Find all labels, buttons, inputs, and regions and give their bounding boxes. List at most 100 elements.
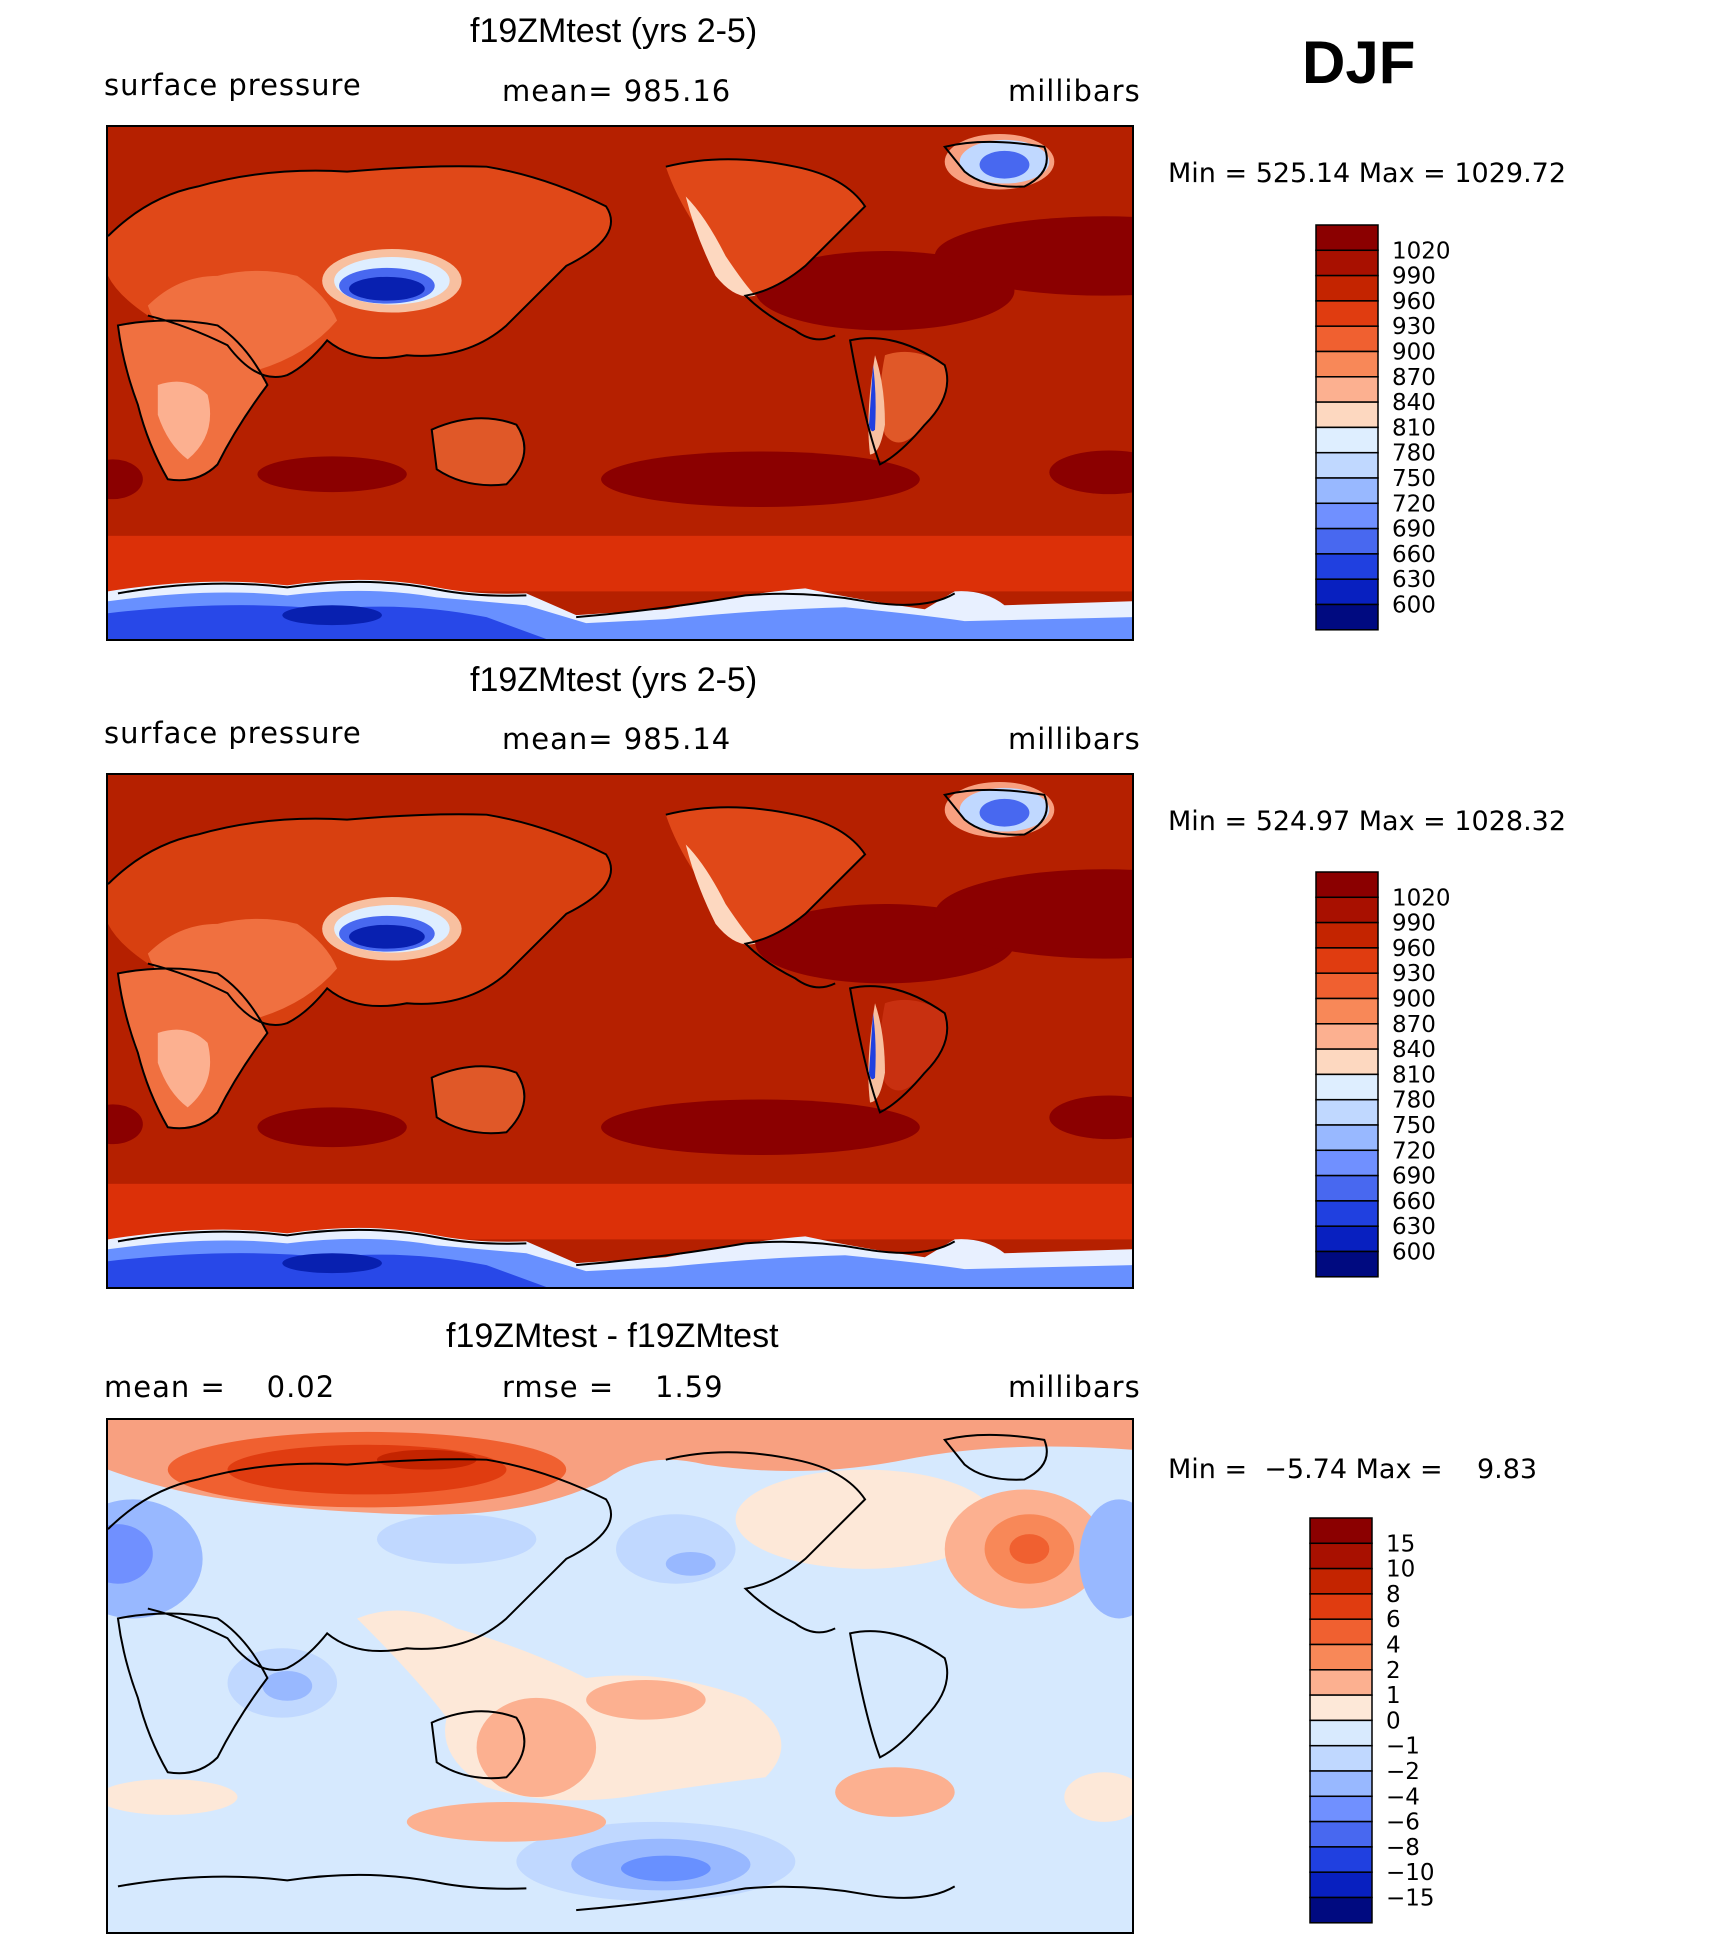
colorbar-swatch	[1315, 1023, 1379, 1050]
colorbar-label: −2	[1386, 1759, 1420, 1785]
colorbar-label: −4	[1386, 1784, 1420, 1810]
colorbar-label: 690	[1392, 1164, 1436, 1190]
colorbar-swatch	[1315, 1250, 1379, 1278]
panel-2-map	[106, 773, 1134, 1289]
colorbar-swatch	[1315, 300, 1379, 327]
colorbar-swatch	[1315, 921, 1379, 949]
colorbar-label: 0	[1386, 1708, 1401, 1734]
colorbar-swatch	[1315, 502, 1379, 530]
panel-1-mean: mean= 985.16	[502, 74, 732, 108]
panel-2-colorbar-svg: 1020990960930900870840810780750720690660…	[1315, 871, 1451, 1278]
colorbar-label: 600	[1392, 593, 1436, 619]
colorbar-label: 8	[1386, 1582, 1401, 1608]
colorbar-label: 870	[1392, 365, 1436, 391]
panel-1-variable: surface pressure	[104, 68, 362, 102]
colorbar-label: 720	[1392, 491, 1436, 517]
panel-2-variable: surface pressure	[104, 716, 362, 750]
colorbar-swatch	[1315, 997, 1379, 1025]
panel-1-colorbar: 1020 990 960 930 900 870 840 810 780 750 720 690 660…	[1315, 224, 1486, 633]
colorbar-label: 990	[1392, 264, 1436, 290]
colorbar-label: 10	[1386, 1557, 1415, 1583]
colorbar-swatch	[1315, 1073, 1379, 1101]
colorbar-swatch	[1315, 1225, 1379, 1253]
colorbar-swatch	[1315, 376, 1379, 403]
colorbar-swatch	[1309, 1719, 1373, 1747]
colorbar-label: 930	[1392, 961, 1436, 987]
colorbar-label: 960	[1392, 936, 1436, 962]
colorbar-swatch	[1315, 603, 1379, 631]
panel-3-minmax: Min = −5.74 Max = 9.83	[1168, 1454, 1538, 1485]
colorbar-swatch	[1309, 1618, 1373, 1646]
colorbar-label: 960	[1392, 289, 1436, 315]
colorbar-label: 780	[1392, 1088, 1436, 1114]
colorbar-label: −1	[1386, 1734, 1420, 1760]
panel-3-map	[106, 1418, 1134, 1934]
season-label: DJF	[1302, 29, 1416, 96]
colorbar-label: 930	[1392, 314, 1436, 340]
colorbar-label: 1020	[1392, 885, 1451, 911]
colorbar-label: 660	[1392, 1189, 1436, 1215]
colorbar-swatch	[1309, 1795, 1373, 1823]
colorbar-swatch	[1315, 1124, 1379, 1152]
colorbar-label: 630	[1392, 1214, 1436, 1240]
colorbar-swatch	[1315, 1200, 1379, 1227]
colorbar-swatch	[1315, 401, 1379, 429]
colorbar-label: 840	[1392, 390, 1436, 416]
colorbar-label: 840	[1392, 1037, 1436, 1063]
colorbar-swatch	[1315, 350, 1379, 378]
panel-3-title: f19ZMtest - f19ZMtest	[446, 1317, 779, 1355]
colorbar-swatch	[1315, 553, 1379, 580]
colorbar-label: −8	[1386, 1835, 1420, 1861]
panel-3-units: millibars	[1008, 1370, 1141, 1404]
colorbar-swatch	[1315, 451, 1379, 479]
colorbar-swatch	[1315, 871, 1379, 899]
colorbar-swatch	[1315, 1098, 1379, 1126]
colorbar-swatch	[1315, 896, 1379, 924]
colorbar-label: −15	[1386, 1886, 1435, 1912]
colorbar-label: 1020	[1392, 238, 1451, 264]
colorbar-swatch	[1315, 972, 1379, 1000]
colorbar-swatch	[1309, 1694, 1373, 1722]
colorbar-label: 4	[1386, 1633, 1401, 1659]
colorbar-label: 750	[1392, 466, 1436, 492]
colorbar-swatch	[1309, 1517, 1373, 1545]
panel-1-units: millibars	[1008, 74, 1141, 108]
colorbar-label: 900	[1392, 987, 1436, 1013]
panel-2-mean: mean= 985.14	[502, 722, 732, 756]
panel-1-minmax: Min = 525.14 Max = 1029.72	[1168, 158, 1567, 189]
colorbar-swatch	[1315, 426, 1379, 454]
colorbar-swatch	[1315, 274, 1379, 302]
panel-2-title: f19ZMtest (yrs 2-5)	[470, 661, 758, 699]
colorbar-swatch	[1309, 1744, 1373, 1772]
colorbar-label: −6	[1386, 1810, 1420, 1836]
colorbar-swatch	[1315, 527, 1379, 555]
panel-1-title: f19ZMtest (yrs 2-5)	[470, 12, 758, 50]
colorbar-swatch	[1309, 1542, 1373, 1570]
colorbar-swatch	[1315, 947, 1379, 974]
panel-2-colorbar: 1020 990 960 930 900 870 840 810 780 750 720 690 660…	[1315, 871, 1486, 1280]
colorbar-swatch	[1309, 1593, 1373, 1620]
colorbar-swatch	[1315, 325, 1379, 353]
colorbar-label: 990	[1392, 911, 1436, 937]
colorbar-swatch	[1309, 1871, 1373, 1899]
colorbar-label: −10	[1386, 1860, 1435, 1886]
colorbar-label: 15	[1386, 1531, 1415, 1557]
colorbar-swatch	[1309, 1820, 1373, 1848]
colorbar-swatch	[1315, 249, 1379, 277]
panel-1-colorbar-svg: 1020990960930900870840810780750720690660…	[1315, 224, 1451, 631]
colorbar-swatch	[1315, 224, 1379, 252]
colorbar-label: 6	[1386, 1607, 1401, 1633]
colorbar-label: 600	[1392, 1240, 1436, 1266]
panel-3-mean: mean = 0.02	[104, 1370, 336, 1404]
panel-2-minmax: Min = 524.97 Max = 1028.32	[1168, 806, 1567, 837]
colorbar-swatch	[1315, 1149, 1379, 1177]
colorbar-label: 690	[1392, 517, 1436, 543]
colorbar-label: 2	[1386, 1658, 1401, 1684]
colorbar-label: 660	[1392, 542, 1436, 568]
colorbar-label: 720	[1392, 1138, 1436, 1164]
panel-3-colorbar: 15 10 8 6 4 2 1 0 −1 −2 −4 −6 −8 −10 −15	[1309, 1517, 1480, 1926]
colorbar-label: 630	[1392, 567, 1436, 593]
colorbar-swatch	[1315, 1048, 1379, 1076]
colorbar-label: 1	[1386, 1683, 1401, 1709]
